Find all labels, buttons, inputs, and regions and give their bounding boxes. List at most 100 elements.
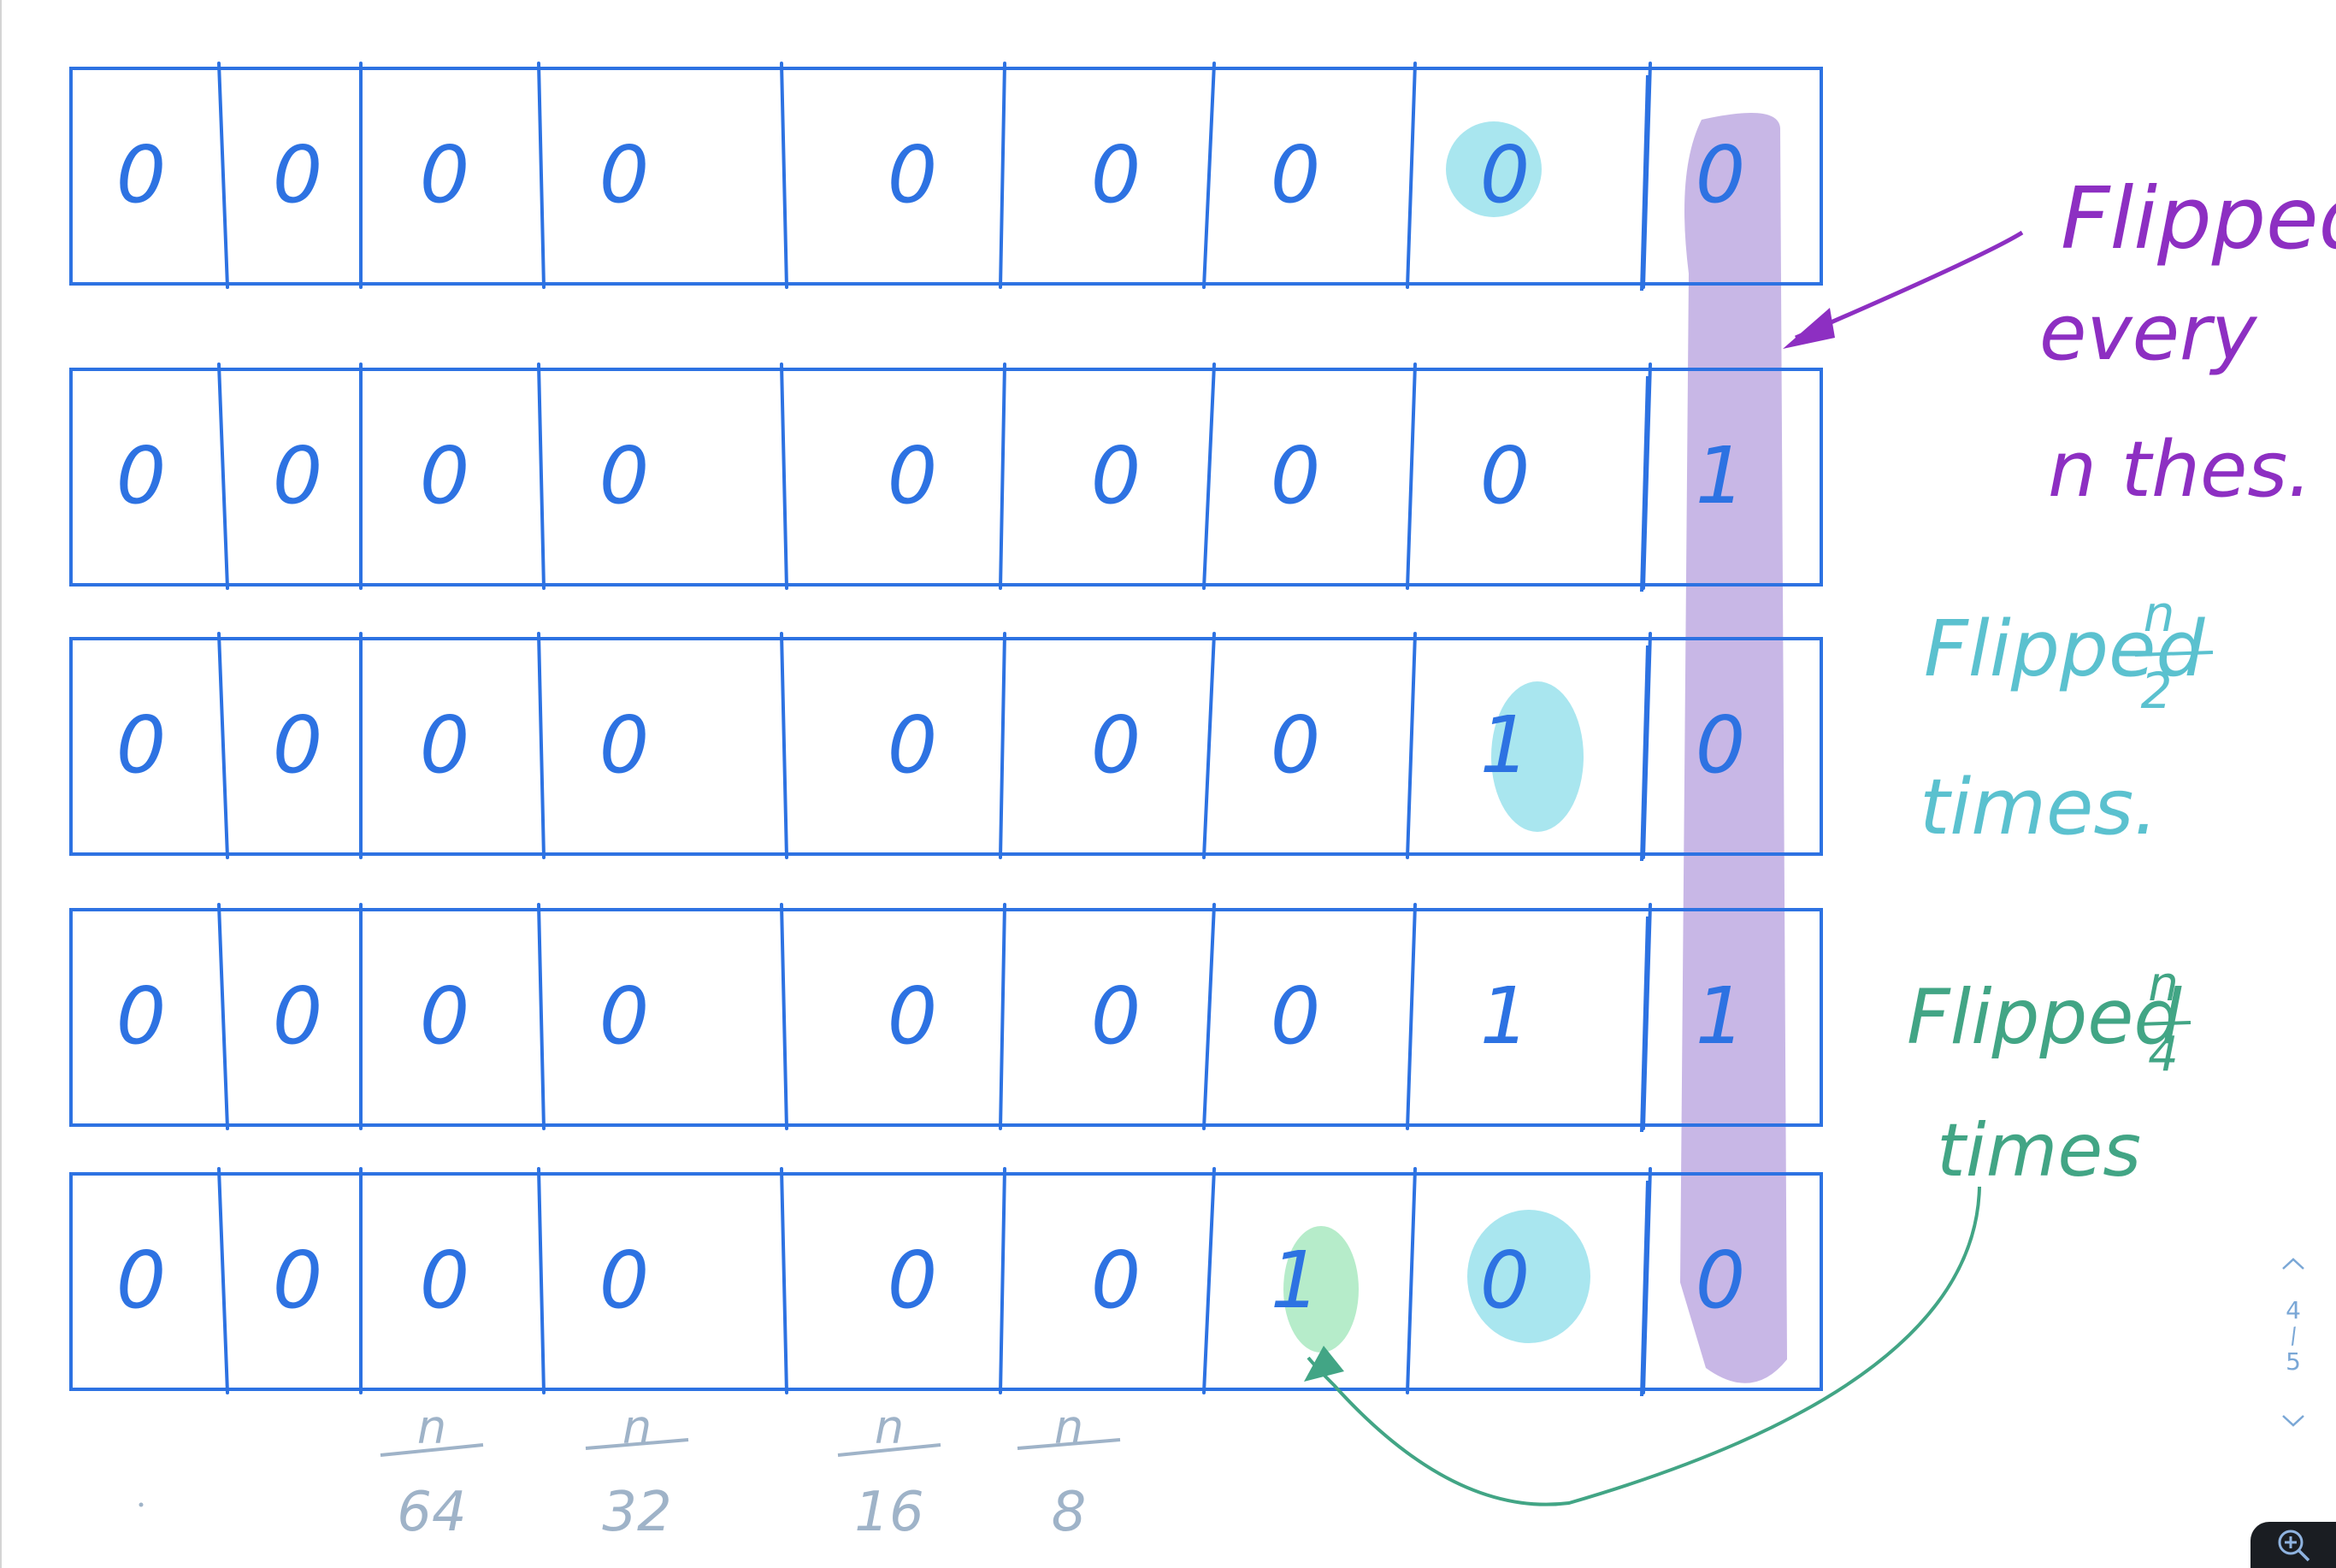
row-divider [1202,632,1216,859]
annotation-cyan-frac-den: 2 [2141,662,2173,720]
row-divider [217,62,229,289]
bit-digit: 0 [420,1235,470,1326]
annotation-green-line2: times [1937,1108,2141,1194]
row-divider [1406,363,1417,590]
row-divider [1640,375,1649,592]
annotation-purple-line2: every [2039,288,2258,378]
bit-digit: 0 [1271,699,1321,791]
bit-digit: 1 [1271,1235,1321,1326]
cyan-highlight-row5 [1467,1210,1590,1343]
annotation-green-frac-num: n [2148,957,2179,1012]
row-divider [217,363,229,590]
bit-digit: 0 [888,129,938,221]
row-divider [1642,1167,1652,1394]
bit-digit: 0 [273,1235,323,1326]
bit-digit: 0 [1696,699,1746,791]
cyan-highlight-row1 [1446,121,1542,217]
bit-digit: 0 [420,430,470,522]
bottom-fraction-den: 8 [1052,1481,1087,1544]
annotation-green-frac-den: 4 [2148,1027,2179,1082]
page-current: 4 [2286,1296,2301,1324]
bottom-fraction-den: 32 [602,1481,671,1544]
bit-digit: 0 [1271,129,1321,221]
purple-arrow [1795,230,2024,340]
page-edge [0,0,2,1568]
bottom-fraction-num: n [417,1400,446,1454]
row-divider [537,62,546,289]
bit-digit: 0 [599,1235,650,1326]
bit-digit: 0 [888,970,938,1062]
row-divider [1406,62,1417,289]
bit-digit: 0 [1480,129,1531,221]
cyan-highlight-row3 [1491,681,1584,832]
row-divider [1642,632,1652,859]
bit-digit: 0 [888,699,938,791]
purple-column-highlight [1680,113,1787,1383]
bit-row-4 [69,908,1823,1127]
row-divider [1642,903,1652,1130]
row-divider [217,903,229,1130]
row-divider [1202,363,1216,590]
chevron-down-icon[interactable] [2278,1406,2309,1436]
row-divider [537,363,546,590]
bit-digit: 0 [116,430,167,522]
annotation-purple-line3: n thes. [2048,425,2312,515]
purple-arrowhead [1783,308,1835,349]
row-divider [999,363,1006,590]
row-divider [537,632,546,859]
row-divider [1406,632,1417,859]
row-divider [999,1167,1006,1394]
annotation-cyan-frac-num: n [2144,585,2175,643]
bit-digit: 0 [1271,430,1321,522]
row-divider [1406,1167,1417,1394]
bottom-fraction-bar [1017,1438,1121,1450]
bit-row-5 [69,1172,1823,1391]
cyan-fraction-bar [2134,651,2214,657]
bit-digit: 0 [116,129,167,221]
bit-digit: 0 [420,699,470,791]
bit-digit: 0 [599,970,650,1062]
chevron-up-icon[interactable] [2278,1248,2309,1279]
row-divider [537,903,546,1130]
row-divider [1640,916,1649,1133]
bit-digit: 0 [1091,970,1141,1062]
row-divider [217,632,229,859]
bit-digit: 0 [1271,970,1321,1062]
bit-digit: 0 [599,699,650,791]
zoom-button[interactable] [2250,1522,2336,1568]
bottom-fraction-bar [585,1438,689,1450]
row-divider [780,903,788,1130]
bit-digit: 0 [420,970,470,1062]
bit-row-2 [69,368,1823,587]
bit-digit: 0 [1091,129,1141,221]
row-divider [780,632,788,859]
stray-dot [139,1502,144,1507]
bit-digit: 0 [273,129,323,221]
row-divider [999,62,1006,289]
bit-digit: 0 [273,699,323,791]
annotation-cyan-text: Flipped [1924,604,2205,694]
annotation-purple-line1: Flipped [2061,168,2336,268]
bit-row-1 [69,67,1823,286]
row-divider [1640,645,1649,862]
row-divider [999,903,1006,1130]
bit-digit: 0 [888,430,938,522]
row-divider [999,632,1006,859]
green-arrow [1307,1186,1981,1506]
zoom-in-icon [2278,1530,2310,1562]
row-divider [780,1167,788,1394]
bit-digit: 1 [1480,699,1531,791]
bit-digit: 1 [1480,970,1531,1062]
bottom-fraction-bar [837,1443,941,1457]
row-divider [1642,62,1652,289]
bit-digit: 0 [116,699,167,791]
bit-digit: 0 [273,970,323,1062]
row-divider [1202,903,1216,1130]
row-divider [780,62,788,289]
row-divider [537,1167,546,1394]
annotation-cyan-line2: times. [1920,763,2158,852]
row-divider [1406,903,1417,1130]
bottom-fraction-den: 16 [854,1481,923,1544]
row-divider [1642,363,1652,590]
